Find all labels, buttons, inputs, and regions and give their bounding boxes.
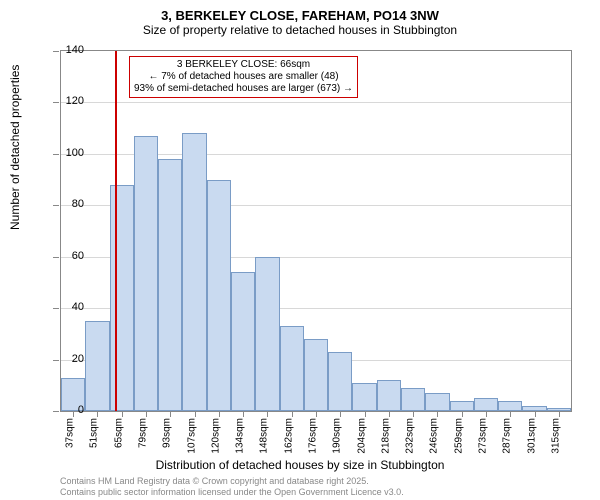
chart-title: 3, BERKELEY CLOSE, FAREHAM, PO14 3NW (0, 0, 600, 23)
histogram-bar (207, 180, 231, 411)
histogram-bar (255, 257, 279, 411)
x-tick-label: 287sqm (502, 418, 513, 454)
x-tick-label: 79sqm (138, 418, 149, 448)
x-tick-label: 107sqm (186, 418, 197, 454)
x-tick-label: 204sqm (356, 418, 367, 454)
chart-container: 3, BERKELEY CLOSE, FAREHAM, PO14 3NW Siz… (0, 0, 600, 500)
x-tick-label: 259sqm (453, 418, 464, 454)
histogram-bar (158, 159, 182, 411)
x-tick (292, 411, 293, 417)
x-tick (340, 411, 341, 417)
x-tick-label: 162sqm (283, 418, 294, 454)
x-tick-label: 273sqm (478, 418, 489, 454)
x-tick (486, 411, 487, 417)
footer-attribution: Contains HM Land Registry data © Crown c… (60, 476, 404, 498)
x-axis-label: Distribution of detached houses by size … (0, 458, 600, 472)
x-tick (219, 411, 220, 417)
x-tick (267, 411, 268, 417)
x-tick-label: 315sqm (550, 418, 561, 454)
histogram-bar (328, 352, 352, 411)
x-tick (97, 411, 98, 417)
gridline (61, 102, 571, 103)
y-tick-label: 40 (54, 301, 84, 313)
y-tick-label: 20 (54, 353, 84, 365)
x-tick-label: 190sqm (332, 418, 343, 454)
x-tick-label: 148sqm (259, 418, 270, 454)
x-tick (365, 411, 366, 417)
histogram-bar (377, 380, 401, 411)
x-tick (462, 411, 463, 417)
y-tick-label: 80 (54, 198, 84, 210)
x-tick-label: 134sqm (235, 418, 246, 454)
x-tick-label: 246sqm (429, 418, 440, 454)
footer-line1: Contains HM Land Registry data © Crown c… (60, 476, 404, 487)
plot-area: 3 BERKELEY CLOSE: 66sqm ← 7% of detached… (60, 50, 572, 412)
annotation-line1: 3 BERKELEY CLOSE: 66sqm (134, 59, 353, 71)
histogram-bar (231, 272, 255, 411)
x-tick-label: 120sqm (210, 418, 221, 454)
x-tick (170, 411, 171, 417)
y-tick-label: 100 (54, 147, 84, 159)
x-tick-label: 93sqm (162, 418, 173, 448)
x-tick (437, 411, 438, 417)
x-tick (243, 411, 244, 417)
x-tick-label: 51sqm (89, 418, 100, 448)
x-tick (146, 411, 147, 417)
y-axis-label: Number of detached properties (8, 65, 22, 230)
x-tick (510, 411, 511, 417)
x-tick-label: 301sqm (526, 418, 537, 454)
x-tick-label: 218sqm (380, 418, 391, 454)
x-tick (389, 411, 390, 417)
y-tick-label: 0 (54, 404, 84, 416)
histogram-bar (352, 383, 376, 411)
histogram-bar (401, 388, 425, 411)
histogram-bar (450, 401, 474, 411)
x-tick-label: 65sqm (113, 418, 124, 448)
x-tick (316, 411, 317, 417)
x-tick-label: 232sqm (405, 418, 416, 454)
histogram-bar (425, 393, 449, 411)
histogram-bar (85, 321, 109, 411)
y-tick-label: 60 (54, 250, 84, 262)
x-tick (195, 411, 196, 417)
footer-line2: Contains public sector information licen… (60, 487, 404, 498)
histogram-bar (498, 401, 522, 411)
x-tick (535, 411, 536, 417)
histogram-bar (304, 339, 328, 411)
histogram-bar (182, 133, 206, 411)
histogram-bar (134, 136, 158, 411)
histogram-bar (110, 185, 134, 411)
x-tick (413, 411, 414, 417)
x-tick (559, 411, 560, 417)
y-tick-label: 140 (54, 44, 84, 56)
histogram-bar (474, 398, 498, 411)
histogram-bar (280, 326, 304, 411)
x-tick (122, 411, 123, 417)
annotation-line3: 93% of semi-detached houses are larger (… (134, 83, 353, 95)
reference-line (115, 51, 117, 411)
x-tick-label: 37sqm (65, 418, 76, 448)
y-tick-label: 120 (54, 95, 84, 107)
annotation-box: 3 BERKELEY CLOSE: 66sqm ← 7% of detached… (129, 56, 358, 98)
annotation-line2: ← 7% of detached houses are smaller (48) (134, 71, 353, 83)
chart-subtitle: Size of property relative to detached ho… (0, 23, 600, 41)
x-tick-label: 176sqm (308, 418, 319, 454)
